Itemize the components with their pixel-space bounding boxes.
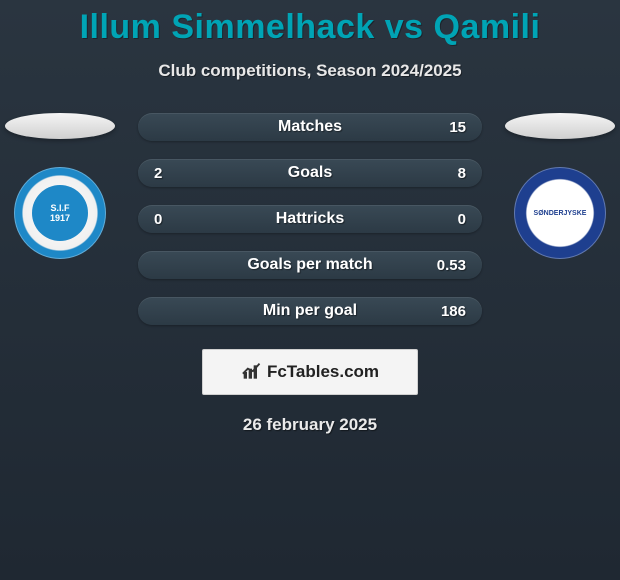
stat-right-value: 0.53	[437, 257, 466, 274]
team-badge-right-inner: SØNDERJYSKE	[531, 184, 589, 242]
main-panel: S.I.F 1917 Matches 15 2 Goals 8 0 Hattri…	[0, 113, 620, 325]
stat-row: 2 Goals 8	[138, 159, 482, 187]
right-side: SØNDERJYSKE	[500, 113, 620, 259]
stat-right-value: 186	[441, 303, 466, 320]
stat-label: Goals per match	[138, 256, 482, 274]
team-badge-left-inner: S.I.F 1917	[32, 185, 88, 241]
stat-row: Goals per match 0.53	[138, 251, 482, 279]
stat-label: Min per goal	[138, 302, 482, 320]
stat-right-value: 15	[446, 119, 466, 136]
team-badge-left: S.I.F 1917	[14, 167, 106, 259]
team-left-year: 1917	[50, 213, 70, 223]
stat-row: Min per goal 186	[138, 297, 482, 325]
chart-icon	[241, 362, 263, 382]
player-photo-placeholder-right	[505, 113, 615, 139]
brand-card[interactable]: FcTables.com	[202, 349, 418, 395]
stat-label: Hattricks	[138, 210, 482, 228]
stat-label: Matches	[138, 118, 482, 136]
comparison-card: Illum Simmelhack vs Qamili Club competit…	[0, 0, 620, 435]
stat-right-value: 8	[446, 165, 466, 182]
page-title: Illum Simmelhack vs Qamili	[80, 8, 541, 47]
date-text: 26 february 2025	[243, 415, 377, 435]
subtitle: Club competitions, Season 2024/2025	[158, 61, 461, 81]
team-right-name: SØNDERJYSKE	[534, 210, 587, 217]
stat-right-value: 0	[446, 211, 466, 228]
left-side: S.I.F 1917	[0, 113, 120, 259]
brand-text: FcTables.com	[267, 362, 379, 382]
stat-row: Matches 15	[138, 113, 482, 141]
player-photo-placeholder-left	[5, 113, 115, 139]
stats-list: Matches 15 2 Goals 8 0 Hattricks 0 Goals…	[138, 113, 482, 325]
stat-label: Goals	[138, 164, 482, 182]
stat-row: 0 Hattricks 0	[138, 205, 482, 233]
team-badge-right: SØNDERJYSKE	[514, 167, 606, 259]
stat-left-value: 2	[154, 165, 174, 182]
stat-left-value: 0	[154, 211, 174, 228]
team-left-code: S.I.F	[50, 203, 69, 213]
